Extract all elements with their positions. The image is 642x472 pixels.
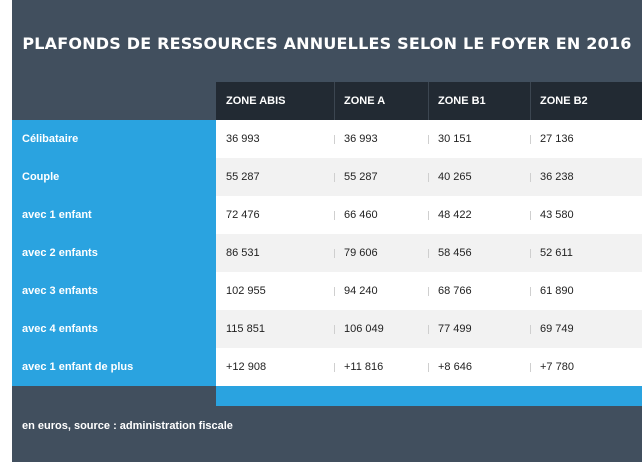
row-label: Célibataire: [22, 133, 79, 145]
cell-divider: [334, 249, 335, 258]
table-row: 115 851 106 049 77 499 69 749: [216, 310, 642, 348]
table-bottom-bar: [216, 386, 642, 406]
table-cell: 86 531: [226, 247, 260, 259]
table-row: 72 476 66 460 48 422 43 580: [216, 196, 642, 234]
table-header-row: ZONE ABIS ZONE A ZONE B1 ZONE B2: [216, 82, 642, 120]
table-cell: 102 955: [226, 285, 266, 297]
table-row: 86 531 79 606 58 456 52 611: [216, 234, 642, 272]
cell-divider: [530, 363, 531, 372]
table-row: 36 993 36 993 30 151 27 136: [216, 120, 642, 158]
table-cell: 106 049: [344, 323, 384, 335]
header-divider: [530, 82, 531, 120]
cell-divider: [530, 173, 531, 182]
table-cell: 94 240: [344, 285, 378, 297]
cell-divider: [334, 173, 335, 182]
row-label: avec 3 enfants: [22, 285, 98, 297]
cell-divider: [428, 325, 429, 334]
cell-divider: [428, 287, 429, 296]
cell-divider: [334, 211, 335, 220]
cell-divider: [334, 363, 335, 372]
table-cell: +11 816: [344, 361, 384, 373]
table-cell: 55 287: [226, 171, 260, 183]
table-row: 102 955 94 240 68 766 61 890: [216, 272, 642, 310]
table-cell: 58 456: [438, 247, 472, 259]
cell-divider: [530, 325, 531, 334]
header-divider: [334, 82, 335, 120]
cell-divider: [530, 287, 531, 296]
row-label: avec 4 enfants: [22, 323, 98, 335]
cell-divider: [428, 135, 429, 144]
table-cell: 36 238: [540, 171, 574, 183]
cell-divider: [428, 211, 429, 220]
table-cell: 52 611: [540, 247, 573, 259]
row-label-column: Célibataire Couple avec 1 enfant avec 2 enf…: [12, 120, 216, 386]
cell-divider: [428, 173, 429, 182]
table-cell: 79 606: [344, 247, 378, 259]
table-cell: 48 422: [438, 209, 472, 221]
table-cell: 77 499: [438, 323, 472, 335]
table-cell: 115 851: [226, 323, 265, 335]
table-row: +12 908 +11 816 +8 646 +7 780: [216, 348, 642, 386]
page-title: PLAFONDS DE RESSOURCES ANNUELLES SELON L…: [22, 34, 632, 53]
table-cell: 61 890: [540, 285, 574, 297]
cell-divider: [530, 211, 531, 220]
table-cell: 36 993: [344, 133, 378, 145]
cell-divider: [334, 135, 335, 144]
table-cell: 30 151: [438, 133, 472, 145]
column-header: ZONE ABIS: [226, 95, 286, 107]
cell-divider: [530, 249, 531, 258]
row-label: avec 1 enfant de plus: [22, 361, 134, 373]
cell-divider: [530, 135, 531, 144]
cell-divider: [334, 325, 335, 334]
cell-divider: [428, 363, 429, 372]
table-cell: 27 136: [540, 133, 574, 145]
row-label: avec 1 enfant: [22, 209, 92, 221]
table-cell: 55 287: [344, 171, 378, 183]
table-cell: 43 580: [540, 209, 574, 221]
table-cell: +8 646: [438, 361, 472, 373]
table-cell: 36 993: [226, 133, 260, 145]
row-label: avec 2 enfants: [22, 247, 98, 259]
table-cell: 72 476: [226, 209, 260, 221]
header-divider: [428, 82, 429, 120]
table-cell: +12 908: [226, 361, 267, 373]
table-row: 55 287 55 287 40 265 36 238: [216, 158, 642, 196]
table-cell: +7 780: [540, 361, 574, 373]
column-header: ZONE B2: [540, 95, 588, 107]
cell-divider: [428, 249, 429, 258]
table-cell: 40 265: [438, 171, 472, 183]
infographic-panel: PLAFONDS DE RESSOURCES ANNUELLES SELON L…: [12, 0, 642, 462]
source-note: en euros, source : administration fiscal…: [22, 420, 233, 432]
row-label: Couple: [22, 171, 60, 183]
table-cell: 66 460: [344, 209, 378, 221]
table-cell: 69 749: [540, 323, 574, 335]
column-header: ZONE A: [344, 95, 386, 107]
cell-divider: [334, 287, 335, 296]
table-cell: 68 766: [438, 285, 472, 297]
column-header: ZONE B1: [438, 95, 486, 107]
